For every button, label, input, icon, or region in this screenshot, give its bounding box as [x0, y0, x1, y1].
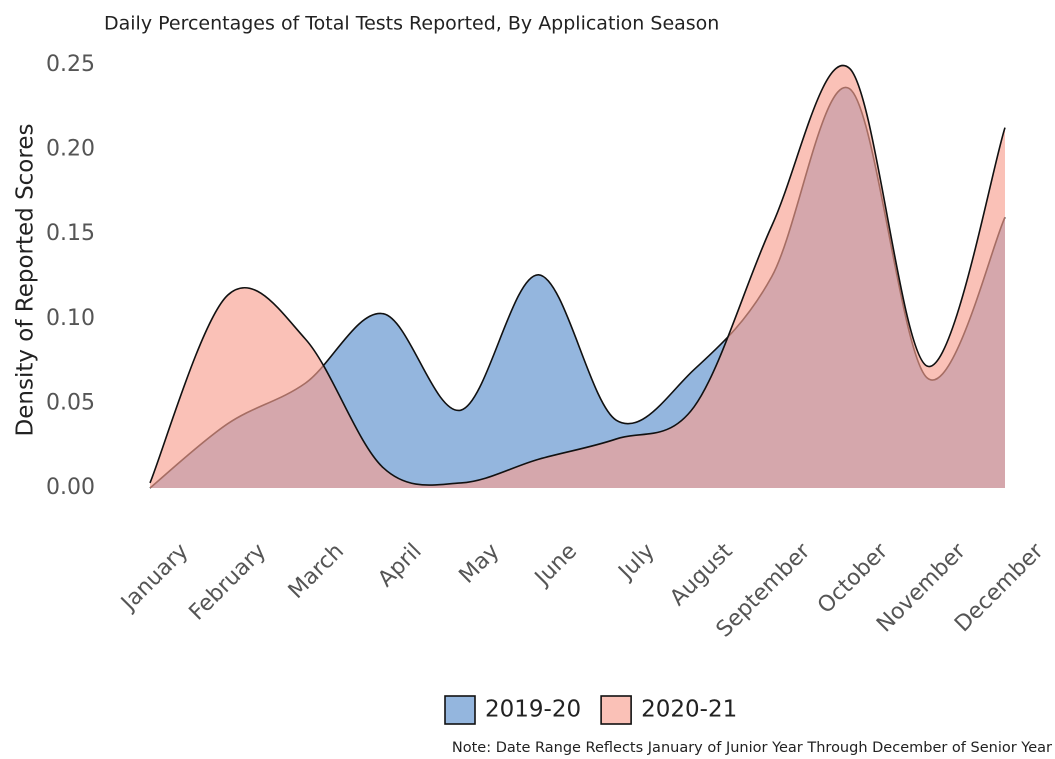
legend-label: 2019-20 — [485, 697, 581, 723]
legend-swatch — [600, 695, 632, 725]
x-tick-label: February — [185, 539, 272, 626]
x-tick-label: August — [665, 539, 737, 611]
area-outline — [149, 64, 1006, 486]
x-tick-label: July — [613, 539, 660, 586]
y-tick-label: 0.25 — [46, 52, 95, 77]
x-tick-label: October — [813, 538, 894, 619]
legend-swatch — [444, 695, 476, 725]
x-tick-label: April — [373, 539, 426, 592]
x-tick-label: March — [284, 539, 349, 604]
y-tick-label: 0.00 — [46, 475, 95, 500]
x-tick-label: June — [529, 539, 582, 592]
y-tick-label: 0.15 — [46, 221, 95, 246]
x-tick-label: May — [455, 539, 505, 589]
y-tick-label: 0.20 — [46, 137, 95, 162]
x-tick-label: January — [115, 539, 193, 617]
note: Note: Date Range Reflects January of Jun… — [452, 740, 1052, 756]
y-axis-label: Density of Reported Scores — [13, 124, 39, 437]
legend-label: 2020-21 — [641, 697, 737, 723]
chart-title: Daily Percentages of Total Tests Reporte… — [104, 13, 719, 35]
y-tick-label: 0.10 — [46, 306, 95, 331]
y-tick-label: 0.05 — [46, 390, 95, 415]
area — [150, 65, 1005, 488]
